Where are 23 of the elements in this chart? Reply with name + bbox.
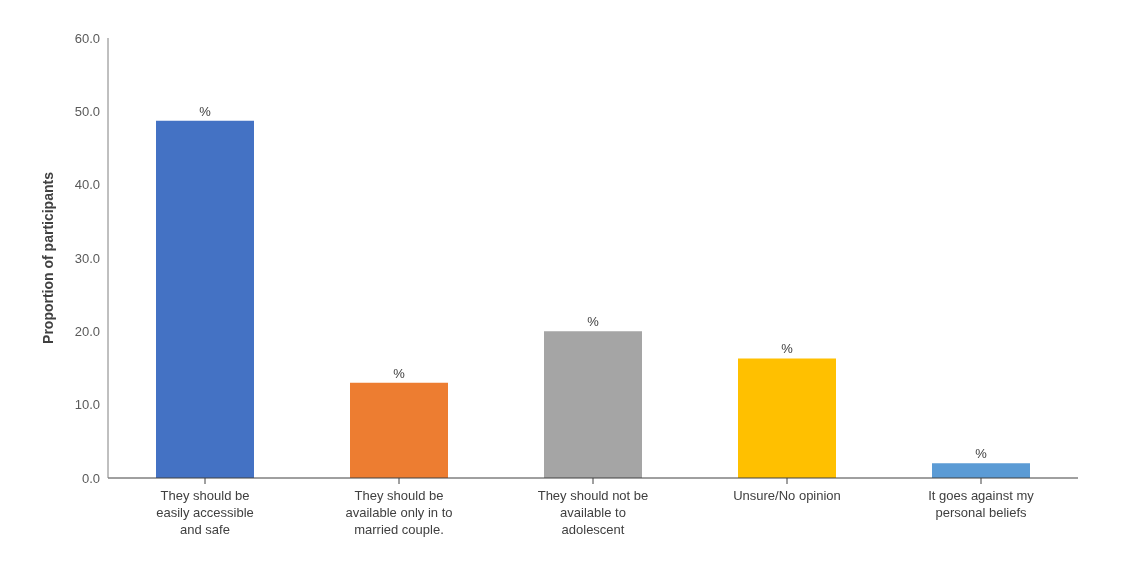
data-label: % xyxy=(199,103,212,119)
y-tick-label: 0.0 xyxy=(81,470,100,486)
x-tick-label: It goes against my personal beliefs xyxy=(928,488,1035,520)
bar xyxy=(350,382,448,478)
data-label: % xyxy=(975,446,988,462)
bar xyxy=(932,463,1030,478)
bar xyxy=(738,358,836,478)
bar xyxy=(544,331,642,478)
y-tick-label: 50.0 xyxy=(74,103,100,119)
x-tick-label: Unsure/No opinion xyxy=(733,488,841,503)
data-label: % xyxy=(587,314,600,330)
x-tick-label: They should not be available to adolescent xyxy=(537,488,649,537)
data-label: % xyxy=(781,341,794,357)
x-tick-label: They should be easily accessible and safe xyxy=(156,488,254,537)
y-axis-title: Proportion of participants xyxy=(39,171,56,344)
bar xyxy=(156,120,254,478)
y-tick-label: 40.0 xyxy=(74,177,100,193)
y-tick-label: 20.0 xyxy=(74,323,100,339)
y-tick-label: 10.0 xyxy=(74,397,100,413)
y-tick-label: 60.0 xyxy=(74,30,100,46)
y-tick-label: 30.0 xyxy=(74,250,100,266)
x-tick-label: They should be available only in to married couple. xyxy=(345,488,453,537)
data-label: % xyxy=(393,365,406,381)
